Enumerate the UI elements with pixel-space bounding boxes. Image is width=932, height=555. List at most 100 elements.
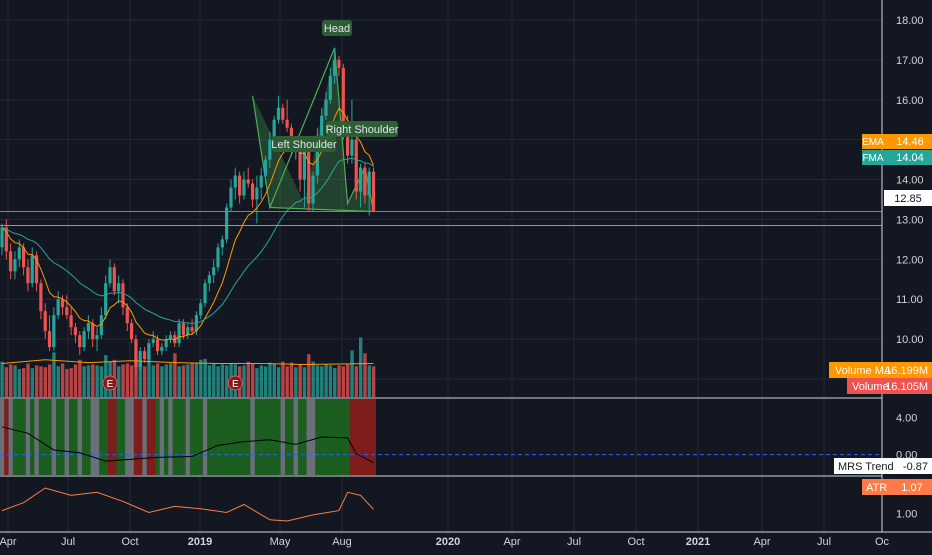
volume-bar <box>69 368 73 397</box>
candle-body <box>138 351 142 368</box>
mrs-band <box>207 399 212 475</box>
price-tick-label: 11.00 <box>896 294 923 306</box>
mrs-band <box>168 399 173 475</box>
pattern-fill <box>252 47 374 212</box>
mrs-band <box>215 399 221 475</box>
atr-line <box>1 487 374 522</box>
candle-body <box>173 335 177 344</box>
mrs-band <box>56 399 61 475</box>
volume-bar <box>134 357 138 397</box>
mrs-band <box>362 399 368 475</box>
price-tick-label: 17.00 <box>896 55 924 67</box>
candle-body <box>207 275 211 284</box>
time-axis[interactable]: Apr Jul Oct 2019 May Aug 2020 Apr Jul Oct 2021 Apr J… <box>0 536 890 548</box>
volume-bar <box>99 366 104 397</box>
volume-bar <box>104 355 108 397</box>
price-axis[interactable]: 18.0017.0016.0015.0014.0013.0012.0011.00… <box>896 15 924 521</box>
atr-label: ATR <box>866 482 887 494</box>
candle-body <box>117 283 121 292</box>
candle-body <box>39 283 43 312</box>
candle-body <box>199 303 203 316</box>
volume-bar <box>22 368 26 397</box>
volume-bar <box>289 362 294 397</box>
candle-body <box>320 115 324 136</box>
pane-separators <box>0 0 932 533</box>
volume-bar <box>315 365 320 397</box>
fma-value: 14.04 <box>896 152 924 164</box>
mrs-band <box>120 399 126 475</box>
candle-body <box>255 187 259 200</box>
mrs-band <box>146 399 152 475</box>
candle-body <box>298 143 302 180</box>
time-tick-label: May <box>270 536 291 548</box>
candle-body <box>73 327 78 336</box>
mrs-tick-label: 4.00 <box>896 413 917 425</box>
candle-body <box>212 267 216 276</box>
price-tick-label: 12.00 <box>896 254 924 266</box>
volume-bar <box>155 363 160 397</box>
mrs-band <box>220 399 225 475</box>
mrs-band <box>60 399 65 475</box>
candle-body <box>341 67 345 132</box>
mrs-band <box>0 399 5 475</box>
candle-body <box>13 259 17 272</box>
candle-body <box>22 247 26 268</box>
volume-bar <box>298 364 302 397</box>
mrs-band <box>103 399 109 475</box>
mrs-band <box>250 399 256 475</box>
volume-bar <box>52 352 56 397</box>
candle-body <box>108 267 112 284</box>
mrs-band <box>246 399 251 475</box>
mrs-trend-line <box>1 426 374 464</box>
time-tick-label: Jul <box>567 536 581 548</box>
volume-bar <box>39 366 43 397</box>
mrs-band <box>280 399 286 475</box>
volume-bar <box>199 359 203 397</box>
candle-body <box>337 59 341 68</box>
mrs-band <box>371 399 376 475</box>
volume-bar <box>60 363 65 397</box>
mrs-band <box>185 399 191 475</box>
price-tick-label: 10.00 <box>896 334 924 346</box>
candle-body <box>134 339 138 368</box>
volume-bar <box>130 365 134 397</box>
ema-value: 14.46 <box>896 136 924 148</box>
volume-bar <box>160 366 164 397</box>
annotation-right-shoulder-label: Right Shoulder <box>326 124 399 136</box>
candle-body <box>121 283 125 308</box>
mrs-band <box>164 399 169 475</box>
volume-value: 16.105M <box>885 381 928 393</box>
volume-bar <box>259 365 263 397</box>
volume-bar <box>212 363 216 397</box>
mrs-band <box>64 399 70 475</box>
candle-body <box>315 135 319 176</box>
candle-body <box>285 119 289 128</box>
mrs-band <box>129 399 135 475</box>
volume-ma-badge: Volume MA 16.199M <box>829 362 932 378</box>
mrs-band <box>358 399 364 475</box>
mrs-trend-value: -0.87 <box>903 461 928 473</box>
mrs-band <box>336 399 342 475</box>
mrs-band <box>367 399 372 475</box>
candle-body <box>272 119 276 140</box>
volume-ma-label: Volume MA <box>835 365 892 377</box>
annotation-left-shoulder[interactable]: Left Shoulder <box>271 136 337 152</box>
earnings-marker-circle <box>227 375 243 391</box>
annotation-right-shoulder[interactable]: Right Shoulder <box>326 121 399 137</box>
atr-badge: ATR 1.07 <box>862 479 932 495</box>
mrs-band <box>267 399 273 475</box>
mrs-band <box>112 399 117 475</box>
mrs-band <box>38 399 44 475</box>
volume-bar <box>242 365 246 397</box>
volume-bar <box>82 366 86 397</box>
annotation-head[interactable]: Head <box>322 20 352 36</box>
time-tick-label: Apr <box>753 536 770 548</box>
volume-bars <box>0 337 376 397</box>
fma-line <box>1 157 374 324</box>
candle-body <box>311 175 315 204</box>
volume-bar <box>13 365 17 397</box>
price-tick-label: 13.00 <box>896 214 924 226</box>
